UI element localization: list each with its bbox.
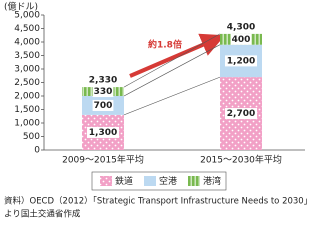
total-label: 2,330 <box>89 76 117 86</box>
label-bg <box>92 99 114 111</box>
y-tick-label: 2,000 <box>14 92 40 102</box>
legend-label: 鉄道 <box>115 175 133 187</box>
connector <box>123 33 221 88</box>
y-tick-label: 1,500 <box>14 105 40 115</box>
y-tick-label: 2,500 <box>14 78 40 88</box>
label-bg <box>92 86 114 98</box>
value-label: 1,300 <box>89 128 117 138</box>
y-unit: (億ドル) <box>4 1 38 13</box>
connector <box>123 44 221 97</box>
source-note: より国土交通省作成 <box>4 209 81 220</box>
chart: (億ドル) 約1.8倍 資料）OECD（2012）「Strategic Tran… <box>4 1 312 220</box>
y-tick-label: 0 <box>34 146 40 156</box>
value-label: 2,700 <box>227 109 255 119</box>
legend-swatch <box>188 176 200 186</box>
value-label: 1,200 <box>227 56 255 66</box>
y-tick-label: 500 <box>23 132 40 142</box>
label-bg <box>225 108 257 120</box>
value-label: 400 <box>232 35 251 45</box>
page: (億ドル) 約1.8倍 資料）OECD（2012）「Strategic Tran… <box>4 0 313 220</box>
annotation: 約1.8倍 <box>148 39 182 51</box>
source-note: 資料）OECD（2012）「Strategic Transport Infras… <box>4 196 312 207</box>
legend-label: 空港 <box>159 175 177 187</box>
y-tick-label: 5,000 <box>14 11 40 21</box>
y-tick-label: 3,000 <box>14 65 40 75</box>
x-tick-label: 2009～2015年平均 <box>62 154 144 166</box>
value-label: 330 <box>94 87 113 97</box>
label-bg <box>87 126 119 138</box>
y-tick-label: 3,500 <box>14 51 40 61</box>
label-bg <box>230 33 252 45</box>
legend-swatch <box>100 176 112 186</box>
y-tick-label: 4,000 <box>14 38 40 48</box>
y-tick-label: 4,500 <box>14 24 40 34</box>
legend-label: 港湾 <box>203 175 221 187</box>
growth-arrow <box>129 33 226 78</box>
connector <box>123 76 221 116</box>
value-label: 700 <box>94 101 113 111</box>
y-tick-label: 1,000 <box>14 119 40 129</box>
label-bg <box>225 55 257 67</box>
legend-swatch <box>144 176 156 186</box>
x-tick-label: 2015～2030年平均 <box>200 154 282 166</box>
total-label: 4,300 <box>227 22 255 32</box>
